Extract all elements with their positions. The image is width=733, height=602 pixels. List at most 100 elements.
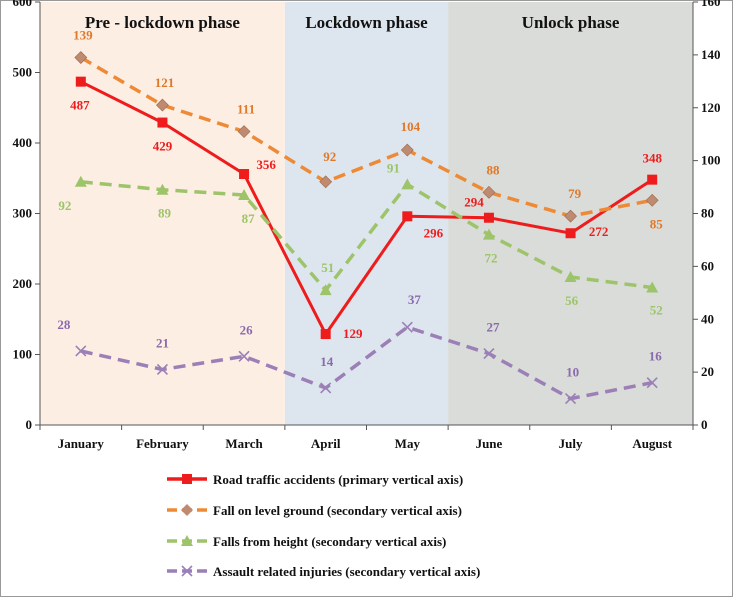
data-label: 37 (408, 292, 422, 307)
x-tick-label: August (632, 436, 672, 451)
data-label: 272 (589, 224, 609, 239)
secondary-tick-label: 60 (701, 258, 714, 273)
secondary-tick-label: 80 (701, 206, 714, 221)
phase-band (40, 2, 285, 425)
phase-title: Unlock phase (522, 13, 620, 32)
data-label: 72 (484, 251, 497, 266)
legend-label: Road traffic accidents (primary vertical… (213, 472, 463, 487)
data-point (320, 329, 331, 340)
data-label: 56 (565, 293, 579, 308)
secondary-tick-label: 140 (701, 47, 721, 62)
data-point (319, 284, 332, 296)
x-tick-label: February (136, 436, 189, 451)
data-label: 14 (320, 354, 334, 369)
data-point (402, 211, 413, 222)
data-point (482, 228, 495, 240)
legend-marker (181, 565, 193, 577)
phase-title: Lockdown phase (305, 13, 428, 32)
legend-marker (182, 474, 192, 484)
primary-tick-label: 200 (13, 276, 33, 291)
data-label: 348 (642, 151, 662, 166)
data-label: 487 (70, 98, 90, 113)
data-label: 79 (568, 186, 582, 201)
x-tick-label: January (58, 436, 105, 451)
data-point (400, 143, 414, 157)
data-label: 89 (158, 206, 172, 221)
data-point (565, 228, 576, 239)
x-tick-label: May (395, 436, 421, 451)
primary-tick-label: 400 (13, 135, 33, 150)
data-point (401, 321, 413, 333)
data-label: 28 (57, 317, 71, 332)
x-tick-label: July (559, 436, 583, 451)
data-label: 16 (649, 349, 663, 364)
data-point (237, 125, 251, 138)
secondary-tick-label: 120 (701, 100, 721, 115)
data-point (645, 193, 659, 207)
data-label: 85 (650, 216, 664, 231)
data-point (646, 281, 659, 293)
data-label: 52 (650, 303, 663, 318)
data-point (74, 175, 87, 187)
data-point (320, 382, 332, 394)
x-tick-label: March (225, 436, 263, 451)
data-point (156, 363, 169, 376)
data-point (156, 98, 169, 112)
data-point (564, 270, 577, 282)
secondary-tick-label: 100 (701, 153, 721, 168)
legend-marker (181, 504, 193, 516)
data-label: 104 (401, 119, 421, 134)
secondary-tick-label: 0 (701, 417, 708, 432)
data-label: 91 (387, 160, 400, 175)
legend-marker (181, 535, 193, 546)
data-point (483, 212, 494, 223)
data-point (157, 117, 168, 128)
primary-tick-label: 100 (13, 347, 33, 362)
primary-tick-label: 600 (13, 0, 33, 9)
secondary-tick-label: 20 (701, 364, 714, 379)
data-label: 87 (242, 211, 256, 226)
data-point (483, 348, 495, 360)
data-label: 10 (566, 365, 579, 380)
secondary-tick-label: 160 (701, 0, 721, 9)
data-label: 21 (156, 335, 169, 350)
data-label: 92 (58, 198, 71, 213)
data-label: 356 (256, 157, 276, 172)
phase-band (284, 2, 449, 425)
data-label: 296 (424, 225, 444, 240)
phase-title: Pre - lockdown phase (85, 13, 241, 32)
data-point (75, 345, 87, 357)
series-line (80, 80, 654, 336)
data-point (74, 51, 88, 64)
data-label: 92 (323, 149, 336, 164)
data-label: 429 (153, 139, 173, 154)
data-label: 27 (486, 320, 500, 335)
primary-tick-label: 300 (13, 206, 33, 221)
data-point (646, 377, 658, 389)
data-label: 88 (486, 162, 500, 177)
data-label: 139 (73, 28, 93, 43)
secondary-tick-label: 40 (701, 311, 714, 326)
x-tick-label: April (311, 436, 341, 451)
data-point (238, 350, 250, 362)
data-point (647, 174, 658, 185)
legend-label: Falls from height (secondary vertical ax… (213, 534, 446, 549)
data-label: 51 (321, 260, 334, 275)
series-line (80, 325, 653, 401)
data-point (564, 209, 577, 223)
x-tick-label: June (476, 436, 503, 451)
data-point (564, 392, 577, 405)
data-point (238, 188, 251, 200)
primary-tick-label: 0 (26, 417, 33, 432)
data-point (239, 169, 250, 180)
data-point (75, 76, 86, 87)
legend-label: Assault related injuries (secondary vert… (213, 564, 480, 579)
series-line (80, 180, 653, 292)
data-label: 121 (155, 75, 175, 90)
data-point (482, 185, 496, 199)
data-point (319, 175, 333, 189)
data-label: 111 (237, 102, 255, 117)
data-point (401, 178, 414, 190)
